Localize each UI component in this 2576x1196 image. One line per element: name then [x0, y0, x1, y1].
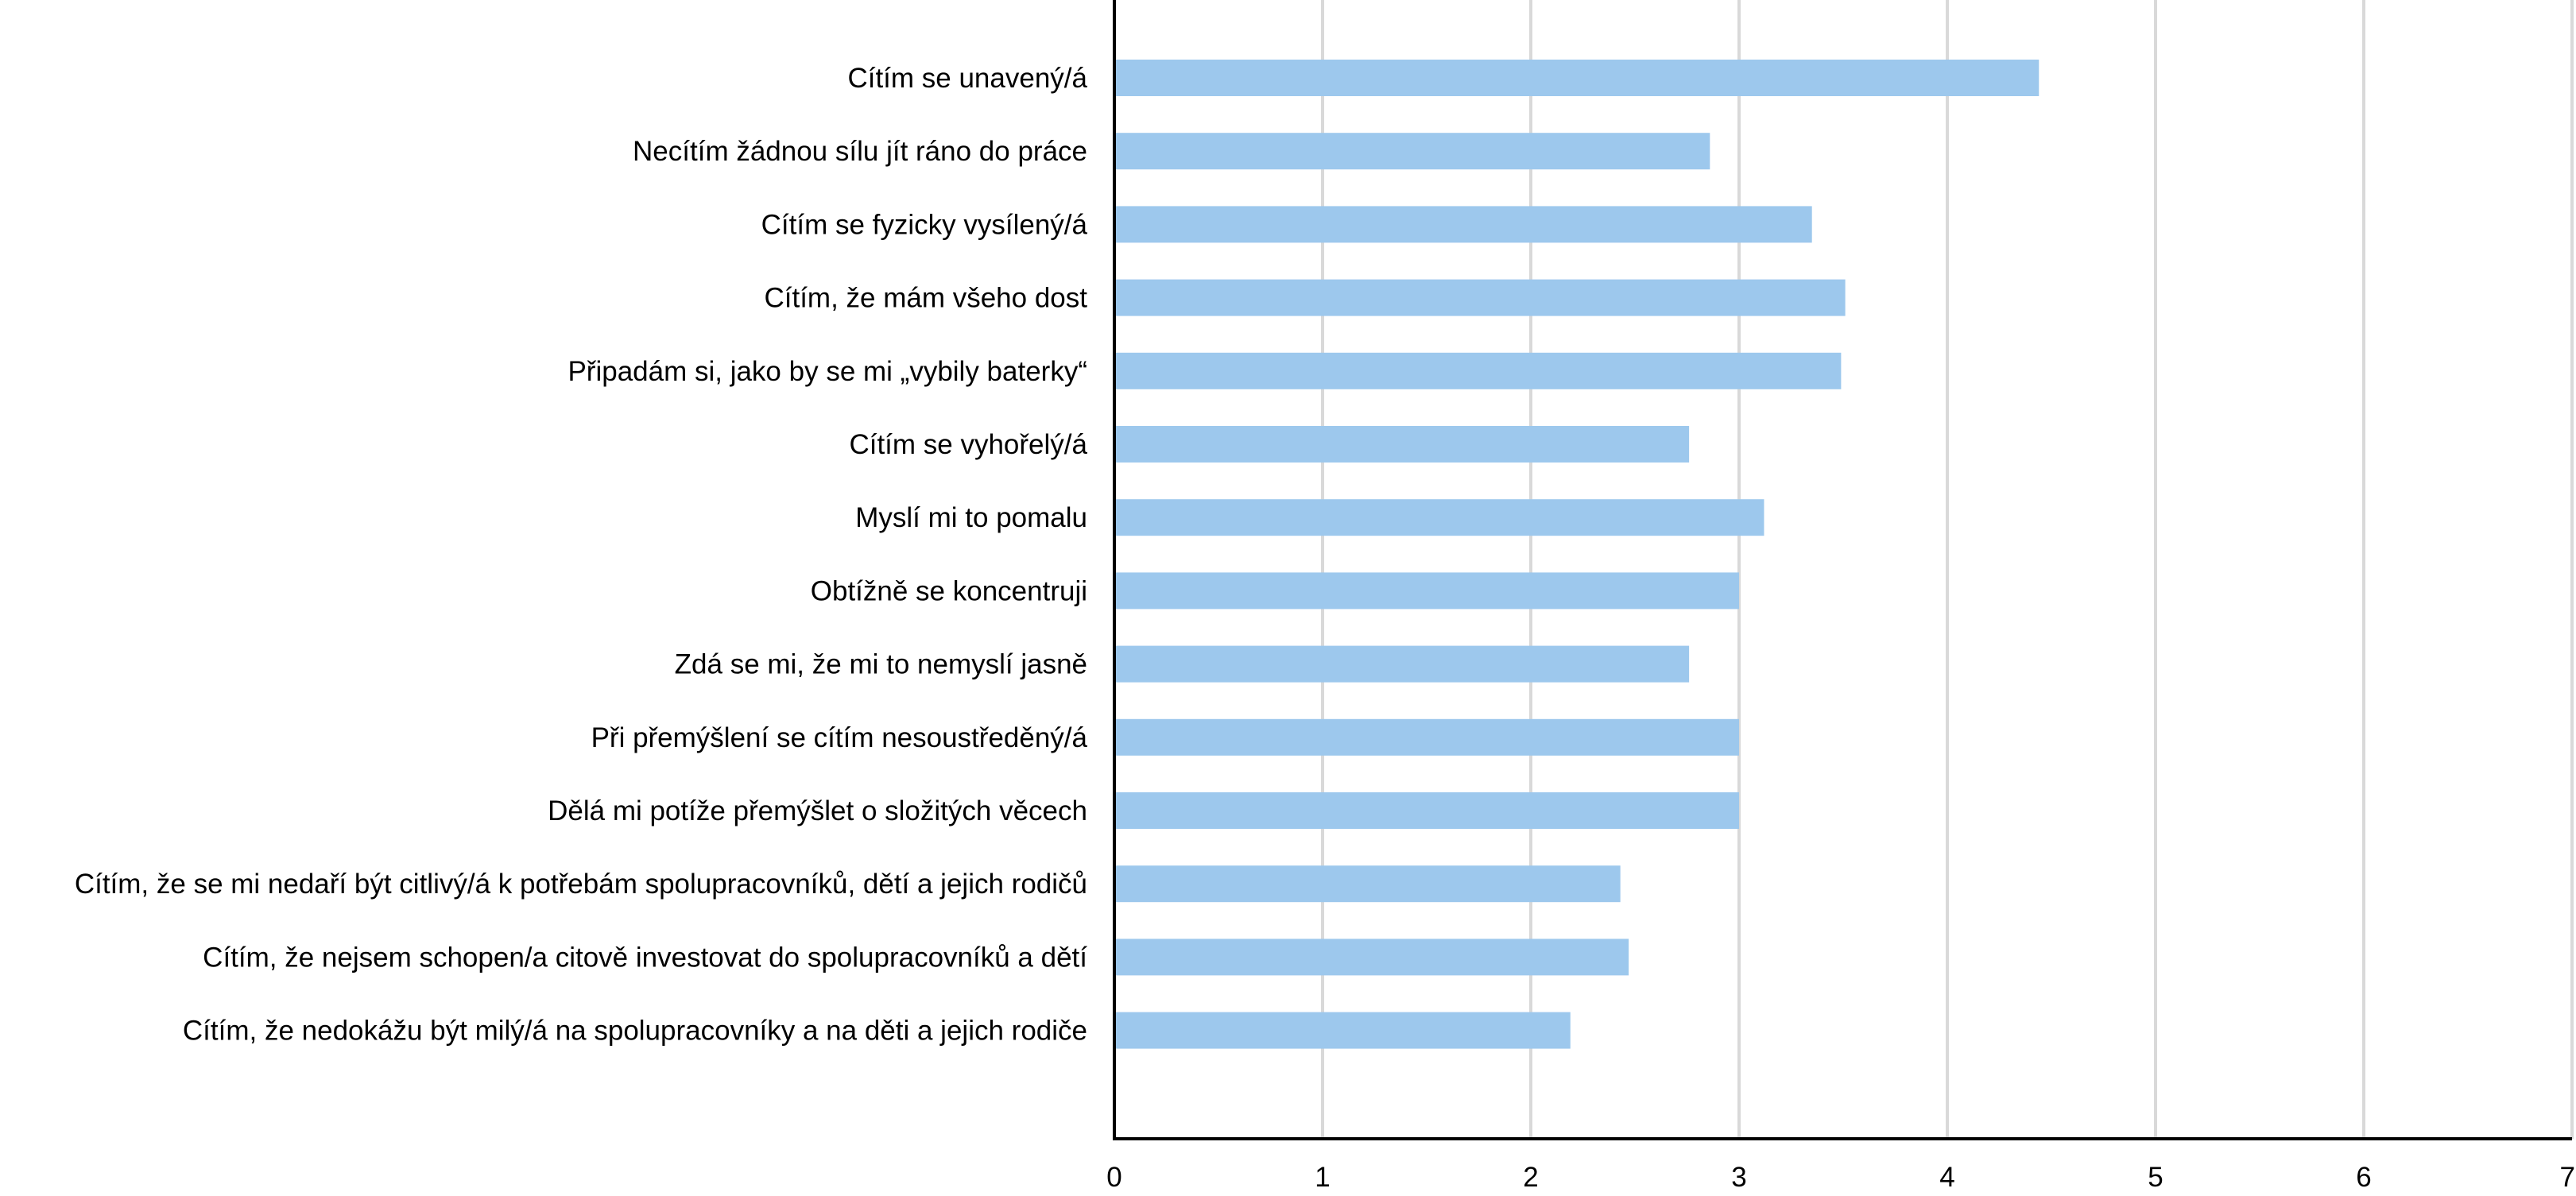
- bar-0: [1114, 60, 2039, 96]
- bar-3: [1114, 279, 1846, 316]
- category-label-1: Necítím žádnou sílu jít ráno do práce: [633, 136, 1087, 167]
- x-tick-label-7: 7: [2560, 1162, 2575, 1193]
- bar-12: [1114, 939, 1629, 976]
- bar-4: [1114, 352, 1842, 389]
- category-label-11: Cítím, že se mi nedaří být citlivý/á k p…: [75, 869, 1087, 900]
- bar-9: [1114, 718, 1739, 756]
- x-tick-label-0: 0: [1106, 1162, 1121, 1193]
- category-label-9: Při přemýšlení se cítím nesoustředěný/á: [591, 722, 1088, 753]
- x-tick-label-2: 2: [1523, 1162, 1538, 1193]
- x-tick-label-5: 5: [2148, 1162, 2163, 1193]
- bar-6: [1114, 499, 1764, 536]
- category-labels: Cítím se unavený/á Necítím žádnou sílu jí…: [75, 63, 1088, 1047]
- bar-13: [1114, 1012, 1571, 1049]
- category-label-5: Cítím se vyhořelý/á: [849, 429, 1087, 460]
- category-label-3: Cítím, že mám všeho dost: [764, 283, 1087, 314]
- category-label-2: Cítím se fyzicky vysílený/á: [761, 209, 1088, 240]
- bar-5: [1114, 426, 1690, 463]
- category-label-7: Obtížně se koncentruji: [811, 575, 1087, 606]
- bars: [1114, 60, 2039, 1049]
- category-label-6: Myslí mi to pomalu: [855, 502, 1087, 533]
- category-label-12: Cítím, že nejsem schopen/a citově invest…: [203, 942, 1087, 973]
- x-tick-label-4: 4: [1939, 1162, 1954, 1193]
- category-label-10: Dělá mi potíže přemýšlet o složitých věc…: [548, 795, 1087, 826]
- category-label-0: Cítím se unavený/á: [847, 63, 1087, 94]
- bar-8: [1114, 645, 1690, 683]
- x-tick-label-1: 1: [1315, 1162, 1330, 1193]
- axes: [1113, 0, 2572, 1140]
- bar-10: [1114, 792, 1739, 829]
- grid-lines: [1321, 0, 2574, 1139]
- category-label-4: Připadám si, jako by se mi „vybily bater…: [567, 356, 1087, 387]
- bar-7: [1114, 572, 1739, 610]
- category-label-13: Cítím, že nedokážu být milý/á na spolupr…: [183, 1016, 1087, 1047]
- bar-1: [1114, 133, 1710, 170]
- x-tick-label-3: 3: [1731, 1162, 1746, 1193]
- category-label-8: Zdá se mi, že mi to nemyslí jasně: [675, 649, 1087, 680]
- x-tick-labels: 0 1 2 3 4 5 6 7: [1106, 1162, 2575, 1193]
- x-tick-label-6: 6: [2356, 1162, 2371, 1193]
- bar-2: [1114, 206, 1812, 243]
- bar-11: [1114, 865, 1621, 903]
